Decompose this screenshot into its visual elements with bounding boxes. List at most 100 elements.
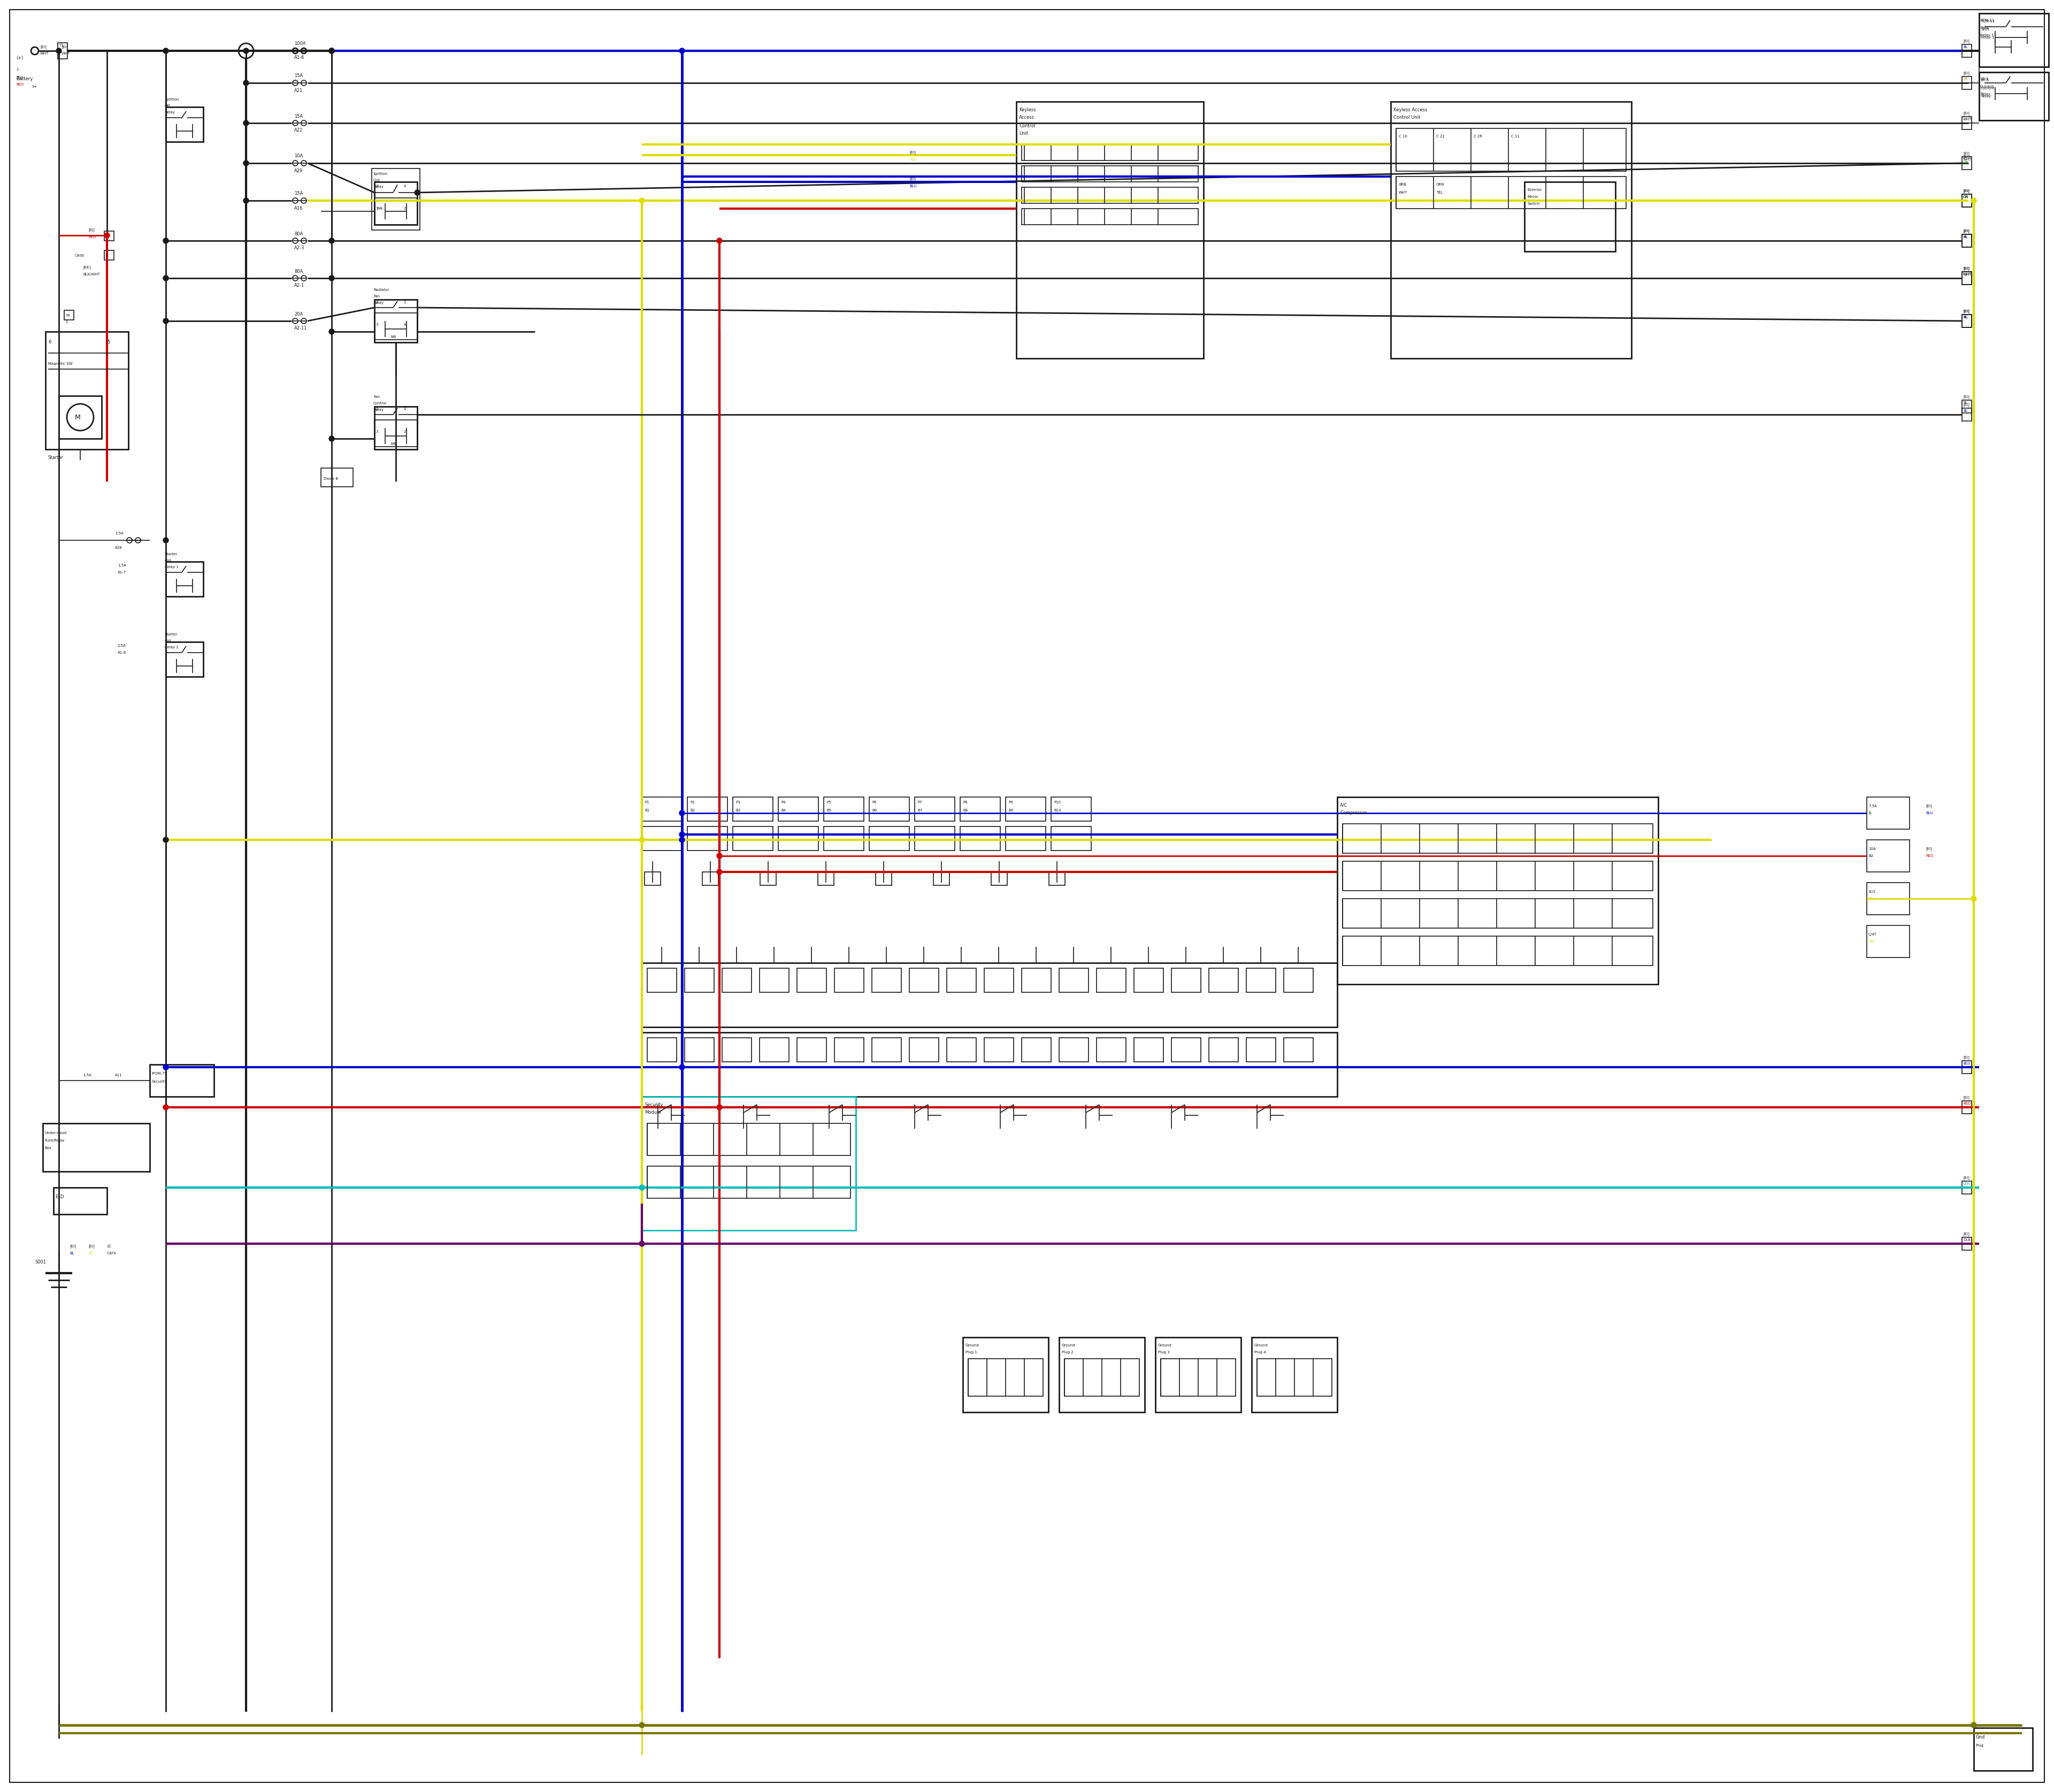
Text: T1: T1 <box>60 43 64 47</box>
Bar <box>1980 72 2048 120</box>
Bar <box>910 968 939 993</box>
Text: A1-7: A1-7 <box>117 572 127 573</box>
Text: IPOM-75: IPOM-75 <box>152 1072 166 1075</box>
Circle shape <box>639 197 645 202</box>
Bar <box>1980 13 2048 66</box>
Bar <box>1161 1358 1237 1396</box>
Bar <box>647 968 676 993</box>
Text: Coil: Coil <box>374 179 380 181</box>
Text: [EJ]: [EJ] <box>88 228 94 231</box>
Bar <box>684 968 715 993</box>
Text: Mirror: Mirror <box>1526 195 1538 199</box>
Text: P9: P9 <box>1009 801 1013 805</box>
Text: P5: P5 <box>826 801 832 805</box>
Text: Plug 3: Plug 3 <box>1158 1351 1169 1355</box>
Bar <box>778 797 817 821</box>
Bar <box>760 968 789 993</box>
Circle shape <box>162 48 168 54</box>
Text: Relay 1: Relay 1 <box>164 566 179 568</box>
Text: Coil: Coil <box>164 559 173 563</box>
Circle shape <box>415 190 419 195</box>
Text: RED: RED <box>1964 1102 1970 1106</box>
Text: A16: A16 <box>294 206 302 210</box>
Bar <box>824 797 865 821</box>
Bar <box>1962 156 1972 170</box>
Circle shape <box>162 276 168 281</box>
Text: T4: T4 <box>66 314 70 317</box>
Text: BL: BL <box>1964 315 1968 319</box>
Text: B7: B7 <box>918 808 922 812</box>
Text: 15A: 15A <box>294 192 302 195</box>
Text: Control Unit: Control Unit <box>1393 115 1419 120</box>
Circle shape <box>717 869 723 874</box>
Bar <box>1974 1727 2033 1770</box>
Bar <box>723 1038 752 1063</box>
Bar <box>641 826 682 851</box>
Text: DLB: DLB <box>1964 1238 1970 1242</box>
Bar <box>1060 968 1089 993</box>
Text: BLK/WHT: BLK/WHT <box>82 272 101 276</box>
Text: P7: P7 <box>918 801 922 805</box>
Bar <box>1060 1337 1144 1412</box>
Text: BT-5: BT-5 <box>1980 79 1988 82</box>
Text: A21: A21 <box>294 88 302 93</box>
Text: Plug 1: Plug 1 <box>965 1351 978 1355</box>
Text: [EI]: [EI] <box>62 45 68 48</box>
Bar <box>60 396 101 439</box>
Text: A1-6: A1-6 <box>294 56 304 59</box>
Text: 1.5A: 1.5A <box>117 564 125 566</box>
Text: Ground: Ground <box>965 1344 980 1348</box>
Bar <box>166 108 203 142</box>
Text: WHT: WHT <box>1399 192 1407 194</box>
Bar <box>688 797 727 821</box>
Text: WHT: WHT <box>1964 158 1972 161</box>
Text: Relay: Relay <box>374 409 384 412</box>
Text: YEL: YEL <box>910 158 916 161</box>
Text: YEL: YEL <box>1869 939 1875 943</box>
Bar <box>1251 1337 1337 1412</box>
Text: A/C: A/C <box>1339 803 1347 808</box>
Text: [EI]: [EI] <box>70 1245 76 1249</box>
Text: Access: Access <box>1019 115 1035 120</box>
Bar <box>824 826 865 851</box>
Text: P10: P10 <box>1054 801 1060 805</box>
Bar <box>1021 167 1197 181</box>
Text: 5: 5 <box>107 340 109 344</box>
Bar <box>959 797 1000 821</box>
Text: 20A: 20A <box>294 312 302 317</box>
Bar <box>647 1167 850 1199</box>
Text: A22: A22 <box>294 127 302 133</box>
Text: 1.5A: 1.5A <box>115 532 123 536</box>
Text: C4F4: C4F4 <box>107 1253 117 1254</box>
Text: Relay: Relay <box>374 301 384 305</box>
Text: Shift: Shift <box>1980 27 1988 29</box>
Circle shape <box>1972 1722 1976 1727</box>
Circle shape <box>329 48 335 54</box>
Bar <box>1397 129 1627 172</box>
Bar <box>834 1038 865 1063</box>
Circle shape <box>639 1722 645 1727</box>
Text: BT-5: BT-5 <box>1980 77 1988 81</box>
Text: [EI]: [EI] <box>1964 310 1970 314</box>
Bar <box>688 826 727 851</box>
Text: P4: P4 <box>781 801 785 805</box>
Text: [EI]: [EI] <box>910 177 916 181</box>
Bar <box>1134 968 1163 993</box>
Text: [EI]: [EI] <box>1964 154 1970 158</box>
Text: B4: B4 <box>781 808 787 812</box>
Text: Relay 1: Relay 1 <box>1980 36 1994 39</box>
Text: 4: 4 <box>405 323 407 326</box>
Text: 1.5A: 1.5A <box>82 1073 90 1077</box>
Circle shape <box>680 48 684 54</box>
Bar <box>1171 968 1202 993</box>
Bar <box>869 826 910 851</box>
Circle shape <box>329 238 335 244</box>
Bar <box>641 1032 1337 1097</box>
Bar <box>1052 797 1091 821</box>
Bar <box>647 1124 850 1156</box>
Bar <box>1962 1181 1972 1193</box>
Text: Radiator: Radiator <box>374 289 388 292</box>
Text: GN: GN <box>1964 195 1968 199</box>
Bar <box>684 1038 715 1063</box>
Text: A29: A29 <box>294 168 302 174</box>
